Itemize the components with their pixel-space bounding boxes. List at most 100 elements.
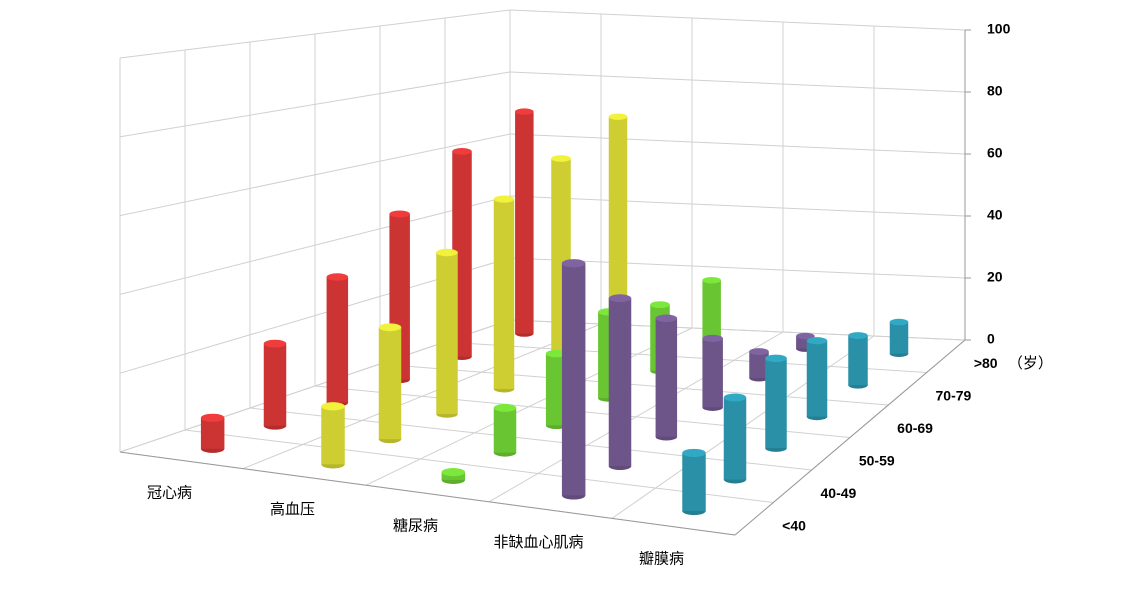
cylinder-top	[650, 301, 670, 309]
cylinder	[200, 413, 225, 453]
bar	[493, 407, 517, 453]
cylinder	[723, 393, 747, 484]
depth-tick-label: >80	[974, 355, 998, 371]
cylinder	[806, 337, 828, 421]
grid-line	[509, 195, 966, 217]
cylinder-top	[796, 332, 815, 340]
cylinder	[493, 403, 517, 457]
cylinder-top	[702, 276, 721, 284]
depth-tick-label: 50-59	[859, 452, 895, 468]
cylinder-top	[263, 339, 287, 348]
depth-unit: （岁）	[1008, 355, 1053, 372]
cylinder	[749, 348, 769, 382]
depth-axis	[734, 339, 966, 536]
grid-line	[509, 133, 966, 155]
bar	[561, 263, 586, 496]
x-tick-label: 非缺血心肌病	[493, 534, 583, 551]
bar	[806, 340, 828, 417]
grid-line	[509, 257, 966, 279]
cylinder	[326, 273, 349, 407]
cylinder-top	[452, 147, 472, 155]
cylinder	[702, 334, 723, 411]
bar	[436, 252, 458, 415]
bar	[889, 322, 909, 354]
cylinder	[848, 332, 868, 389]
bar	[702, 338, 723, 408]
bar	[515, 111, 534, 334]
cylinder-top	[608, 294, 632, 303]
cylinder-top	[749, 348, 769, 355]
cylinder-top	[551, 155, 571, 162]
grid-line	[509, 71, 966, 93]
bar	[263, 343, 287, 426]
bar	[723, 397, 747, 480]
y-tick-label: 60	[987, 145, 1003, 161]
cylinder-top	[378, 323, 402, 332]
x-axis	[119, 451, 736, 536]
cylinder-top	[608, 113, 628, 120]
bar	[326, 277, 349, 403]
bar	[848, 335, 868, 386]
cylinder-top	[436, 248, 458, 257]
bar	[493, 199, 515, 389]
y-tick-label: 40	[987, 207, 1003, 223]
cylinder-top	[515, 108, 534, 115]
cylinder	[515, 108, 534, 337]
floor-line	[379, 363, 889, 406]
bar	[608, 298, 632, 467]
depth-tick-label: <40	[782, 517, 806, 533]
bar	[378, 327, 402, 440]
cylinder	[378, 323, 402, 444]
floor-line	[444, 341, 927, 373]
cylinder	[561, 259, 586, 500]
depth-tick-label: 70-79	[936, 387, 972, 403]
cylinder-top	[723, 393, 747, 402]
bar	[321, 406, 345, 465]
cylinder-top	[682, 448, 706, 458]
bar	[702, 280, 721, 344]
x-tick-label: 高血压	[270, 501, 315, 518]
cylinder-top	[765, 354, 787, 363]
bar	[200, 417, 225, 449]
cylinder	[263, 339, 287, 430]
y-tick-label: 100	[987, 21, 1011, 37]
y-tick-label: 80	[987, 83, 1003, 99]
cylinder	[765, 354, 787, 452]
x-tick-label: 冠心病	[147, 484, 192, 501]
cylinder-top	[806, 337, 828, 345]
y-tick-label: 20	[987, 269, 1003, 285]
x-tick-label: 糖尿病	[393, 517, 438, 534]
bar	[765, 358, 787, 449]
grid-line	[509, 9, 966, 31]
cylinder	[608, 294, 632, 471]
cylinder	[682, 448, 706, 516]
cylinder-top	[848, 332, 868, 339]
y-tick-label: 0	[987, 331, 995, 347]
x-tick-label: 瓣膜病	[639, 551, 684, 568]
cylinder-top	[441, 468, 466, 477]
bar	[749, 351, 769, 379]
bar	[608, 116, 628, 339]
cylinder	[321, 402, 345, 469]
bar	[655, 318, 678, 437]
cylinder	[655, 314, 678, 441]
bar	[682, 452, 706, 511]
cylinder-top	[889, 318, 909, 326]
depth-tick-label: 40-49	[821, 485, 857, 501]
cylinder-top	[389, 210, 410, 218]
floor-line	[184, 429, 774, 503]
cylinder-top	[493, 195, 515, 203]
cylinder	[493, 195, 515, 393]
cylinder-top	[326, 273, 349, 281]
cylinder-top	[200, 413, 225, 422]
cylinder-top	[702, 334, 723, 342]
cylinder-top	[561, 259, 586, 268]
cylinder-top	[655, 314, 678, 323]
floor-line	[509, 319, 966, 341]
depth-tick-label: 60-69	[897, 420, 933, 436]
cylinder-top	[321, 402, 345, 411]
cylinder-top	[493, 403, 517, 412]
cylinder	[441, 468, 466, 484]
cylinder	[889, 318, 909, 357]
